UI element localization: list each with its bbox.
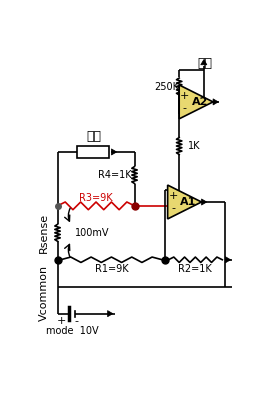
- Polygon shape: [112, 149, 117, 155]
- Polygon shape: [213, 99, 218, 105]
- Polygon shape: [107, 310, 113, 317]
- Polygon shape: [168, 185, 201, 219]
- Text: 1K: 1K: [188, 141, 201, 151]
- Text: 100mV: 100mV: [75, 228, 109, 238]
- Text: Vcommon: Vcommon: [39, 264, 49, 320]
- Polygon shape: [225, 257, 231, 263]
- Text: 输出: 输出: [198, 57, 213, 70]
- Text: mode  10V: mode 10V: [46, 326, 99, 336]
- Text: R4=1K: R4=1K: [99, 170, 132, 180]
- Text: -: -: [171, 203, 175, 213]
- Polygon shape: [201, 60, 207, 65]
- Bar: [77, 146, 109, 158]
- Text: Rsense: Rsense: [39, 213, 49, 253]
- Text: R2=1K: R2=1K: [178, 264, 212, 274]
- Text: +: +: [168, 191, 178, 201]
- Text: -: -: [75, 316, 79, 326]
- Text: 负载: 负载: [86, 130, 102, 143]
- Text: A1: A1: [180, 197, 197, 207]
- Text: R3=9K: R3=9K: [79, 193, 113, 203]
- Text: R1=9K: R1=9K: [94, 264, 128, 274]
- Polygon shape: [201, 199, 207, 205]
- Text: A2: A2: [192, 97, 208, 107]
- Polygon shape: [179, 85, 213, 119]
- Text: +: +: [180, 91, 189, 101]
- Text: +: +: [57, 316, 66, 326]
- Text: 250K: 250K: [154, 82, 179, 92]
- Text: -: -: [183, 103, 187, 113]
